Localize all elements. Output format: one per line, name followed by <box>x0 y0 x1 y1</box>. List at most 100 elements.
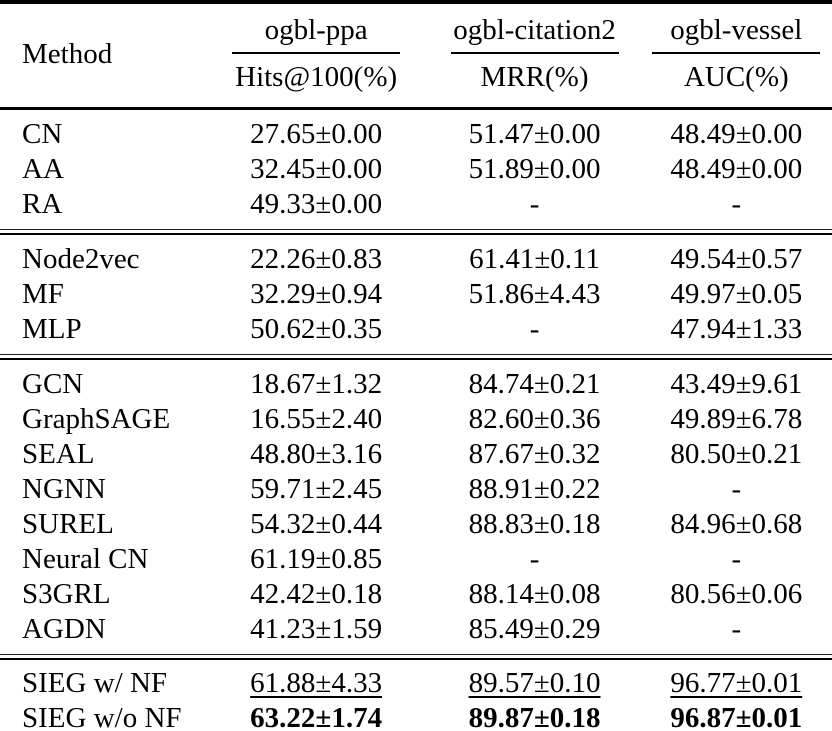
value-cell: 43.49±9.61 <box>670 368 803 400</box>
method-name: MF <box>22 278 64 310</box>
metric-name: AUC(%) <box>683 61 789 93</box>
group-separator-rule <box>0 229 832 235</box>
method-name: RA <box>22 188 63 220</box>
column-midrule <box>232 52 401 54</box>
value-cell: 32.29±0.94 <box>250 278 383 310</box>
row-group-heuristics: CN 27.65±0.00 51.47±0.00 48.49±0.00 AA 3… <box>0 110 832 229</box>
header-rule <box>0 107 832 110</box>
value-cell-underlined: 61.88±4.33 <box>250 667 383 699</box>
table-row: S3GRL 42.42±0.18 88.14±0.08 80.56±0.06 <box>0 577 832 612</box>
method-name: AGDN <box>22 613 106 645</box>
table-row: SIEG w/o NF 63.22±1.74 89.87±0.18 96.87±… <box>0 701 832 731</box>
value-cell: - <box>731 188 742 220</box>
method-name: Neural CN <box>22 543 149 575</box>
method-name: MLP <box>22 313 82 345</box>
value-cell: - <box>529 313 540 345</box>
value-cell: 41.23±1.59 <box>250 613 383 645</box>
group-separator-rule <box>0 354 832 360</box>
value-cell-bold: 63.22±1.74 <box>250 702 383 731</box>
table-row: Neural CN 61.19±0.85 - - <box>0 542 832 577</box>
row-group-gnns: GCN 18.67±1.32 84.74±0.21 43.49±9.61 Gra… <box>0 360 832 654</box>
value-cell: 85.49±0.29 <box>468 613 601 645</box>
value-cell: 42.42±0.18 <box>250 578 383 610</box>
table-row: AA 32.45±0.00 51.89±0.00 48.49±0.00 <box>0 152 832 187</box>
value-cell: 32.45±0.00 <box>250 153 383 185</box>
column-midrule <box>450 52 619 54</box>
method-name: SUREL <box>22 508 114 540</box>
value-cell-bold: 89.87±0.18 <box>468 702 601 731</box>
value-cell: 48.49±0.00 <box>670 118 803 150</box>
dataset-name: ogbl-vessel <box>670 14 803 46</box>
value-cell: 48.80±3.16 <box>250 438 383 470</box>
method-name: CN <box>22 118 63 150</box>
value-cell: 87.67±0.32 <box>468 438 601 470</box>
value-cell: 51.89±0.00 <box>468 153 601 185</box>
dataset-name: ogbl-ppa <box>264 14 368 46</box>
method-name: AA <box>22 153 64 185</box>
value-cell: 59.71±2.45 <box>250 473 383 505</box>
value-cell: 84.96±0.68 <box>670 508 803 540</box>
group-separator-rule <box>0 654 832 660</box>
method-name: SIEG w/o NF <box>22 702 182 731</box>
table-top-rule <box>0 0 832 4</box>
column-header-ogbl-citation2: ogbl-citation2 MRR(%) <box>428 13 640 96</box>
table-row: SUREL 54.32±0.44 88.83±0.18 84.96±0.68 <box>0 507 832 542</box>
method-column-header: Method <box>0 13 204 96</box>
method-column-label: Method <box>22 38 113 70</box>
metric-name: MRR(%) <box>480 61 589 93</box>
value-cell: 61.19±0.85 <box>250 543 383 575</box>
value-cell: - <box>731 473 742 505</box>
dataset-name: ogbl-citation2 <box>453 14 616 46</box>
value-cell: 49.89±6.78 <box>670 403 803 435</box>
table-row: GraphSAGE 16.55±2.40 82.60±0.36 49.89±6.… <box>0 402 832 437</box>
value-cell: 27.65±0.00 <box>250 118 383 150</box>
method-name: SIEG w/ NF <box>22 667 168 699</box>
column-midrule <box>652 52 821 54</box>
metric-name: Hits@100(%) <box>235 61 398 93</box>
method-name: NGNN <box>22 473 106 505</box>
value-cell: 48.49±0.00 <box>670 153 803 185</box>
value-cell: 16.55±2.40 <box>250 403 383 435</box>
value-cell: 47.94±1.33 <box>670 313 803 345</box>
value-cell: 80.56±0.06 <box>670 578 803 610</box>
method-name: S3GRL <box>22 578 111 610</box>
value-cell-bold: 96.87±0.01 <box>670 702 803 731</box>
table-row: MF 32.29±0.94 51.86±4.43 49.97±0.05 <box>0 277 832 312</box>
table-header: Method ogbl-ppa Hits@100(%) ogbl-citatio… <box>0 4 832 107</box>
column-header-ogbl-ppa: ogbl-ppa Hits@100(%) <box>204 13 429 96</box>
value-cell: - <box>529 543 540 575</box>
value-cell: 22.26±0.83 <box>250 243 383 275</box>
value-cell: - <box>529 188 540 220</box>
method-name: GraphSAGE <box>22 403 171 435</box>
method-name: SEAL <box>22 438 95 470</box>
table-row: SIEG w/ NF 61.88±4.33 89.57±0.10 96.77±0… <box>0 666 832 701</box>
column-header-ogbl-vessel: ogbl-vessel AUC(%) <box>641 13 832 96</box>
table-row: CN 27.65±0.00 51.47±0.00 48.49±0.00 <box>0 117 832 152</box>
value-cell: 82.60±0.36 <box>468 403 601 435</box>
method-name: GCN <box>22 368 84 400</box>
table-row: MLP 50.62±0.35 - 47.94±1.33 <box>0 312 832 347</box>
value-cell: 54.32±0.44 <box>250 508 383 540</box>
value-cell: 18.67±1.32 <box>250 368 383 400</box>
value-cell-underlined: 89.57±0.10 <box>468 667 601 699</box>
value-cell: 51.86±4.43 <box>468 278 601 310</box>
value-cell: - <box>731 613 742 645</box>
table-row: NGNN 59.71±2.45 88.91±0.22 - <box>0 472 832 507</box>
table-row: GCN 18.67±1.32 84.74±0.21 43.49±9.61 <box>0 367 832 402</box>
method-name: Node2vec <box>22 243 140 275</box>
value-cell: 49.97±0.05 <box>670 278 803 310</box>
value-cell: 88.83±0.18 <box>468 508 601 540</box>
value-cell: 84.74±0.21 <box>468 368 601 400</box>
value-cell: 51.47±0.00 <box>468 118 601 150</box>
value-cell-underlined: 96.77±0.01 <box>670 667 803 699</box>
value-cell: 50.62±0.35 <box>250 313 383 345</box>
value-cell: 61.41±0.11 <box>469 243 600 275</box>
value-cell: 49.54±0.57 <box>670 243 803 275</box>
table-row: Node2vec 22.26±0.83 61.41±0.11 49.54±0.5… <box>0 242 832 277</box>
table-row: SEAL 48.80±3.16 87.67±0.32 80.50±0.21 <box>0 437 832 472</box>
row-group-sieg: SIEG w/ NF 61.88±4.33 89.57±0.10 96.77±0… <box>0 660 832 731</box>
value-cell: 88.91±0.22 <box>468 473 601 505</box>
table-row: AGDN 41.23±1.59 85.49±0.29 - <box>0 612 832 647</box>
value-cell: - <box>731 543 742 575</box>
